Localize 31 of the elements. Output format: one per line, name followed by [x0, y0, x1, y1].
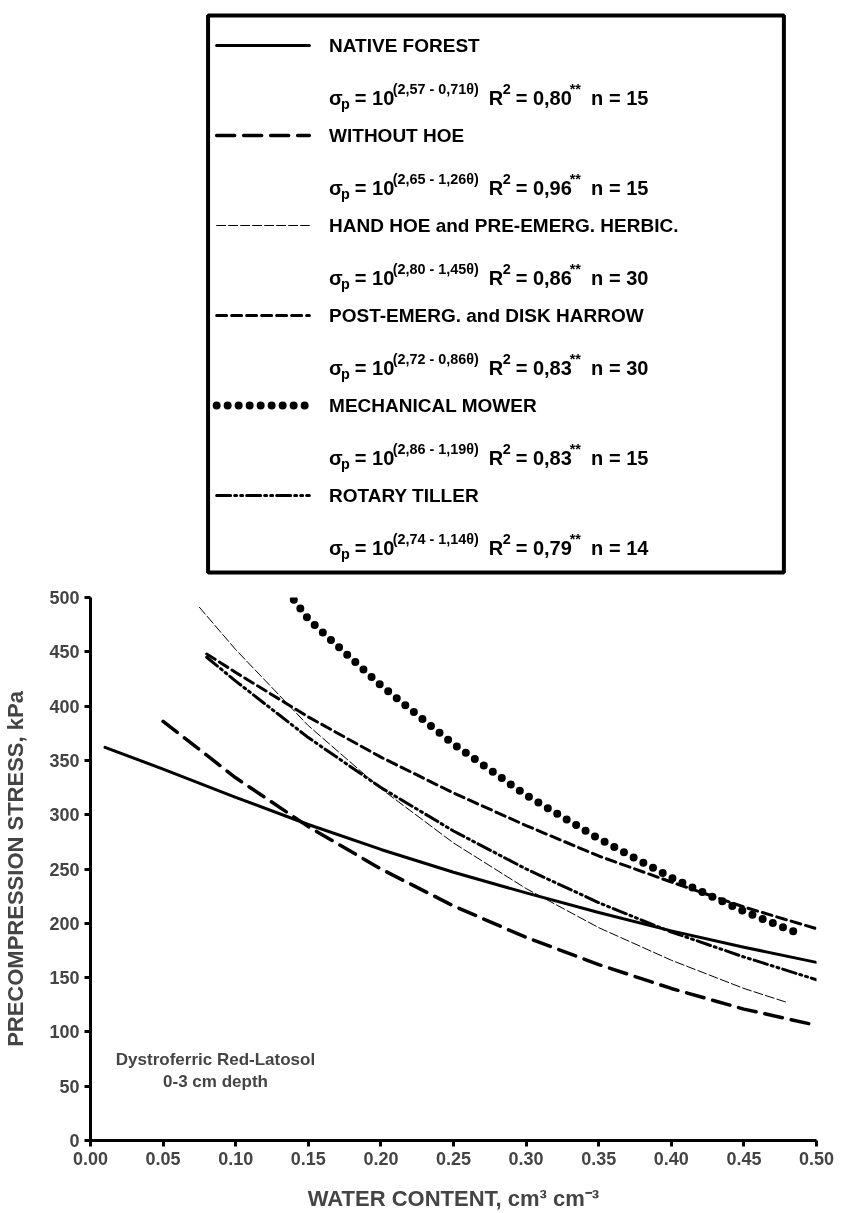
- y-tick-label: 0: [69, 1131, 80, 1151]
- y-tick-label: 250: [49, 859, 80, 880]
- x-tick-label: 0.35: [581, 1148, 617, 1169]
- y-tick-label: 500: [49, 588, 80, 608]
- x-tick-label: 0.15: [290, 1148, 326, 1169]
- legend-label: MECHANICAL MOWER: [329, 395, 537, 416]
- y-tick-label: 50: [59, 1076, 80, 1097]
- legend-label: HAND HOE and PRE-EMERG. HERBIC.: [329, 215, 679, 236]
- legend-label: POST-EMERG. and DISK HARROW: [329, 305, 644, 326]
- y-tick-label: 350: [49, 750, 80, 771]
- y-tick-label: 300: [49, 805, 80, 826]
- legend-label: ROTARY TILLER: [329, 485, 479, 506]
- x-tick-label: 0.25: [435, 1148, 472, 1169]
- y-tick-label: 450: [49, 642, 80, 663]
- x-tick-label: 0.20: [363, 1148, 399, 1169]
- y-tick-label: 100: [49, 1022, 80, 1043]
- y-tick-label: 400: [49, 696, 80, 717]
- x-tick-label: 0.00: [72, 1148, 109, 1169]
- x-tick-label: 0.05: [145, 1148, 181, 1169]
- x-axis-title: WATER CONTENT, cm³ cm⁻³: [307, 1185, 600, 1211]
- x-tick-label: 0.45: [726, 1148, 762, 1169]
- x-tick-label: 0.50: [798, 1148, 835, 1169]
- x-tick-label: 0.40: [653, 1148, 689, 1169]
- legend-label: WITHOUT HOE: [329, 125, 465, 146]
- y-tick-label: 150: [49, 968, 80, 989]
- y-tick-label: 200: [49, 913, 80, 934]
- y-axis-title: PRECOMPRESSION STRESS, kPa: [3, 690, 29, 1047]
- x-tick-label: 0.10: [218, 1148, 254, 1169]
- annotation: Dystroferric Red-Latosol 0-3 cm depth: [115, 1050, 316, 1091]
- legend-label: NATIVE FOREST: [329, 35, 481, 56]
- x-tick-label: 0.30: [508, 1148, 544, 1169]
